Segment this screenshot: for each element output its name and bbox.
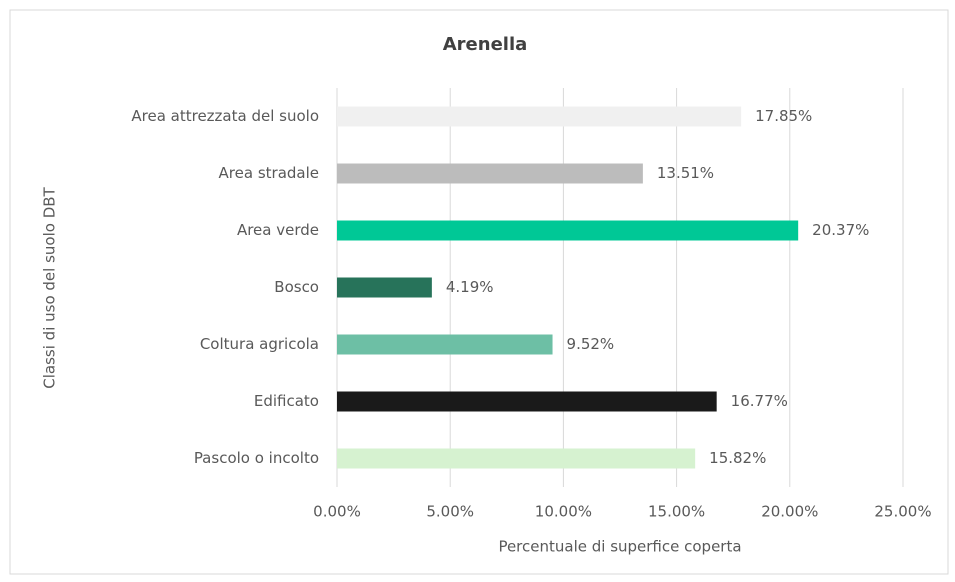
y-axis-title: Classi di uso del suolo DBT [41,186,59,388]
y-tick-label: Edificato [254,392,319,410]
data-label: 4.19% [446,278,494,296]
data-label: 20.37% [812,221,869,239]
y-tick-label: Bosco [274,278,319,296]
y-tick-label: Pascolo o incolto [194,449,319,467]
x-tick-label: 5.00% [426,503,474,521]
x-tick-label: 25.00% [874,503,931,521]
data-label: 15.82% [709,449,766,467]
bar [337,106,742,127]
data-label: 16.77% [731,392,788,410]
y-tick-label: Area attrezzata del suolo [131,107,319,125]
bar [337,391,717,412]
y-tick-label: Area stradale [219,164,319,182]
x-tick-label: 20.00% [761,503,818,521]
data-label: 13.51% [657,164,714,182]
bar [337,220,799,241]
y-tick-label: Area verde [237,221,319,239]
chart-title: Arenella [443,34,528,55]
x-axis-title: Percentuale di superfice coperta [498,538,741,556]
data-label: 17.85% [755,107,812,125]
x-tick-label: 10.00% [535,503,592,521]
bar [337,334,553,355]
x-tick-label: 15.00% [648,503,705,521]
bar [337,163,643,184]
chart-border [9,9,949,575]
bar [337,448,696,469]
bar [337,277,432,298]
data-label: 9.52% [567,335,615,353]
y-tick-label: Coltura agricola [200,335,319,353]
x-tick-label: 0.00% [313,503,361,521]
